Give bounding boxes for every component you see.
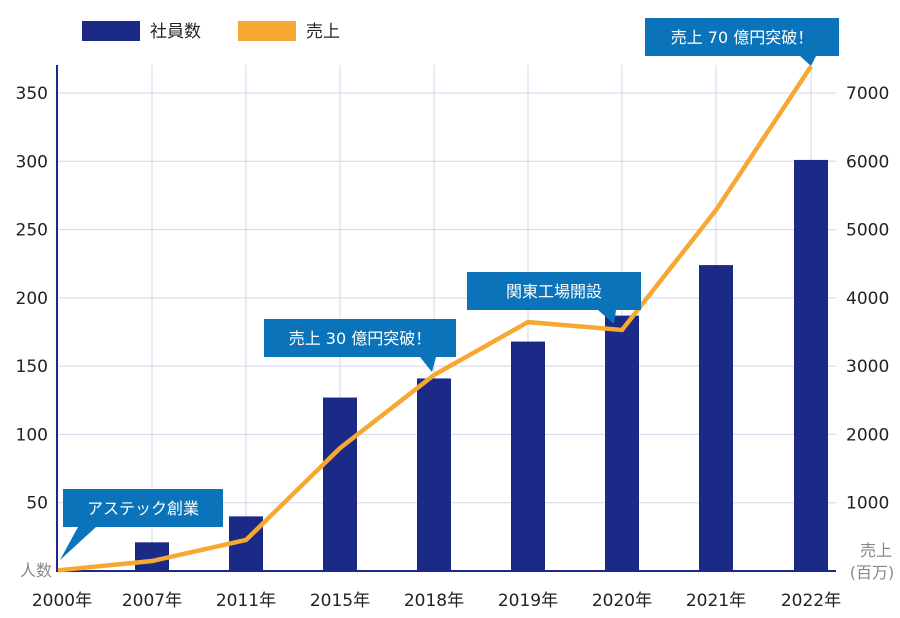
right-axis-sublabel: (百万) xyxy=(850,563,895,582)
right-tick-label: 7000 xyxy=(846,84,889,104)
x-tick-label: 2011年 xyxy=(216,591,276,611)
bar-2018年 xyxy=(417,378,451,571)
callout: 売上 70 億円突破！ xyxy=(645,18,839,66)
right-tick-label: 1000 xyxy=(846,494,889,514)
legend-swatch-employees xyxy=(82,21,140,41)
left-tick-label: 250 xyxy=(16,221,48,241)
sales-line xyxy=(57,65,813,573)
bar-2019年 xyxy=(511,341,545,571)
callout-text: 関東工場開設 xyxy=(506,282,602,301)
callouts: アステック創業 売上 30 億円突破！ 関東工場開設 売上 70 億円突破！ xyxy=(60,18,839,560)
callout-pointer xyxy=(60,527,96,560)
left-tick-label: 300 xyxy=(16,152,48,172)
axes: 50 100 150 200 250 300 350 1000 2000 3000 4000 5000… xyxy=(16,65,889,611)
left-tick-label: 350 xyxy=(16,84,48,104)
callout-pointer xyxy=(420,357,436,372)
right-tick-label: 2000 xyxy=(846,425,889,445)
callout-pointer xyxy=(598,310,616,324)
x-tick-label: 2007年 xyxy=(122,591,182,611)
left-tick-label: 50 xyxy=(26,494,48,514)
callout-text: アステック創業 xyxy=(87,499,199,518)
x-tick-label: 2019年 xyxy=(498,591,558,611)
legend-swatch-sales xyxy=(238,21,296,41)
bar-2022年 xyxy=(794,159,828,572)
callout: 売上 30 億円突破！ xyxy=(264,319,456,372)
callout-box xyxy=(63,489,223,527)
left-axis-label: 人数 xyxy=(20,561,52,580)
callout-pointer xyxy=(800,56,816,66)
x-tick-label: 2018年 xyxy=(404,591,464,611)
right-axis-label: 売上 xyxy=(860,541,892,560)
x-tick-label: 2020年 xyxy=(592,591,652,611)
bar-2021年 xyxy=(699,265,733,571)
x-tick-label: 2000年 xyxy=(32,591,92,611)
callout-text: 売上 30 億円突破！ xyxy=(289,329,432,348)
right-tick-label: 6000 xyxy=(846,152,889,172)
bar-2020年 xyxy=(605,315,639,571)
callout: アステック創業 xyxy=(60,489,223,560)
legend-label-sales: 売上 xyxy=(306,22,340,42)
right-tick-label: 4000 xyxy=(846,289,889,309)
right-tick-label: 5000 xyxy=(846,221,889,241)
bars xyxy=(135,159,828,572)
left-tick-label: 200 xyxy=(16,289,48,309)
legend-label-employees: 社員数 xyxy=(150,22,201,42)
bar-2015年 xyxy=(323,397,357,571)
callout-box xyxy=(645,18,839,56)
left-tick-label: 100 xyxy=(16,425,48,445)
x-tick-label: 2022年 xyxy=(781,591,841,611)
x-tick-label: 2021年 xyxy=(686,591,746,611)
callout-box xyxy=(264,319,456,357)
left-tick-label: 150 xyxy=(16,357,48,377)
legend: 社員数 売上 xyxy=(82,21,340,42)
callout-text: 売上 70 億円突破！ xyxy=(671,28,814,47)
callout: 関東工場開設 xyxy=(467,272,641,324)
callout-box xyxy=(467,272,641,310)
right-tick-label: 3000 xyxy=(846,357,889,377)
x-tick-label: 2015年 xyxy=(310,591,370,611)
